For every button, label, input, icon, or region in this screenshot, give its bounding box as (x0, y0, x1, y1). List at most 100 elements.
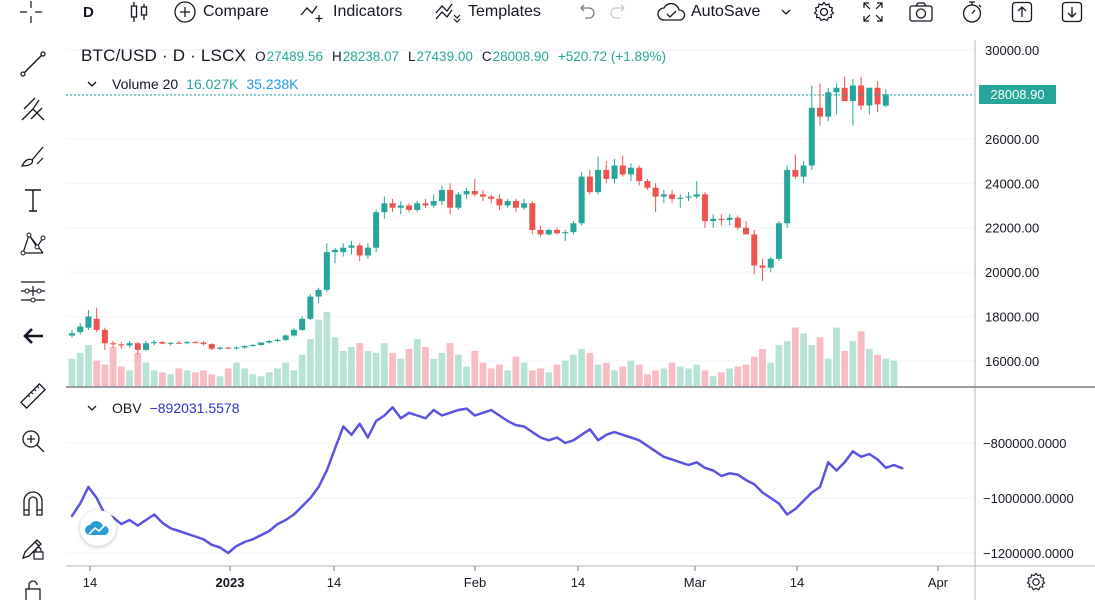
candle-body (282, 335, 289, 340)
volume-bar (471, 350, 479, 386)
volume-ma-value: 35.238K (246, 76, 299, 92)
settings-button[interactable] (813, 0, 835, 24)
lock-tool[interactable] (17, 574, 49, 600)
candle-body (636, 167, 643, 182)
zoom-in-icon (22, 430, 45, 453)
obv-tick-label: −800000.0000 (983, 436, 1067, 451)
measure-tool[interactable] (17, 380, 49, 412)
candle-body (299, 318, 306, 330)
candle-body (586, 176, 593, 193)
trend-line-tool[interactable] (17, 48, 49, 80)
volume-bar (117, 366, 125, 386)
candle-body (348, 245, 355, 248)
arrow-left-icon (23, 328, 43, 344)
autosave-button[interactable]: AutoSave (657, 0, 760, 24)
crosshair-icon[interactable] (20, 0, 42, 24)
volume-bar (463, 366, 470, 386)
candle-body (743, 227, 750, 235)
time-tick-label: 2023 (216, 575, 245, 590)
chevron-down-icon[interactable] (86, 403, 98, 413)
candle-body (734, 217, 741, 228)
candle-body (784, 169, 791, 224)
candle-body (447, 189, 454, 208)
fib-tool[interactable] (17, 93, 49, 125)
obv-tick-label: −1200000.0000 (983, 546, 1074, 561)
volume-bar (150, 370, 158, 386)
indicators-button[interactable]: Indicators (300, 0, 402, 24)
volume-bar (496, 364, 503, 386)
brush-tool[interactable] (17, 140, 49, 172)
volume-name[interactable]: Volume 20 (112, 76, 179, 92)
volume-bar (676, 366, 684, 386)
gear-icon (1026, 572, 1046, 591)
candle-body (841, 87, 848, 102)
chart-settings-button[interactable] (1026, 572, 1046, 597)
text-tool[interactable] (17, 184, 49, 216)
download-button[interactable] (1061, 0, 1083, 24)
forecast-tool[interactable] (17, 275, 49, 307)
candle-body (677, 197, 684, 199)
replay-button[interactable] (960, 0, 984, 24)
volume-bar (652, 370, 660, 386)
candle-body (792, 169, 799, 177)
templates-button[interactable]: Templates (435, 0, 541, 24)
hide-toolbar-button[interactable] (17, 320, 49, 352)
volume-bar (709, 376, 717, 386)
candle-body (389, 203, 396, 208)
brush-icon (20, 146, 44, 167)
zoom-tool[interactable] (17, 425, 49, 457)
obv-name[interactable]: OBV (112, 400, 142, 416)
candle-body (529, 203, 536, 230)
candle-body (167, 342, 174, 344)
undo-icon (580, 4, 595, 19)
candle-body (414, 203, 421, 210)
candle-body (77, 326, 84, 333)
volume-bar (372, 352, 380, 386)
volume-bar (274, 368, 281, 386)
candle-body (101, 329, 108, 344)
publish-button[interactable] (1011, 0, 1033, 24)
volume-bar (857, 331, 865, 386)
candle-body (381, 203, 388, 213)
chevron-down-icon (781, 9, 791, 15)
pattern-tool[interactable] (17, 228, 49, 260)
candlesticks (69, 76, 889, 355)
magnet-tool[interactable] (17, 487, 49, 519)
candle-body (882, 94, 889, 106)
candle-body (553, 229, 560, 234)
compare-button[interactable]: Compare (174, 0, 269, 24)
time-tick-label: 14 (327, 575, 341, 590)
candle-body (775, 223, 782, 259)
candle-body (208, 344, 215, 349)
autosave-dropdown[interactable] (780, 0, 792, 24)
symbol-title[interactable]: BTC/USD · D · LSCX (81, 46, 247, 65)
last-price-label: 28008.90 (979, 85, 1056, 104)
candle-body (356, 245, 363, 256)
interval-button[interactable]: D (83, 0, 94, 24)
candle-body (455, 194, 462, 208)
volume-bar (257, 376, 265, 386)
fullscreen-button[interactable] (862, 0, 884, 24)
chart-type-button[interactable] (129, 0, 149, 24)
autosave-label: AutoSave (691, 3, 761, 20)
candle-body (142, 343, 149, 350)
lock-drawings-tool[interactable] (17, 532, 49, 564)
volume-bar (890, 360, 898, 386)
price-tick-label: 30000.00 (985, 43, 1039, 58)
candle-body (767, 258, 774, 268)
volume-legend: Volume 20 16.027K 35.238K (86, 76, 299, 92)
volume-bar (882, 358, 890, 386)
undo-button[interactable] (576, 0, 596, 24)
magnet-icon (23, 491, 43, 516)
redo-button[interactable] (609, 0, 629, 24)
snapshot-button[interactable] (908, 0, 934, 24)
candle-body (266, 341, 273, 343)
long-position-icon (21, 281, 45, 303)
time-axis: 14 2023 14 Feb 14 Mar 14 Apr (83, 566, 949, 590)
volume-bar (512, 356, 520, 386)
volume-bar (216, 376, 224, 386)
tradingview-logo[interactable] (80, 510, 116, 546)
volume-bar (668, 362, 676, 386)
chevron-down-icon[interactable] (86, 79, 98, 89)
